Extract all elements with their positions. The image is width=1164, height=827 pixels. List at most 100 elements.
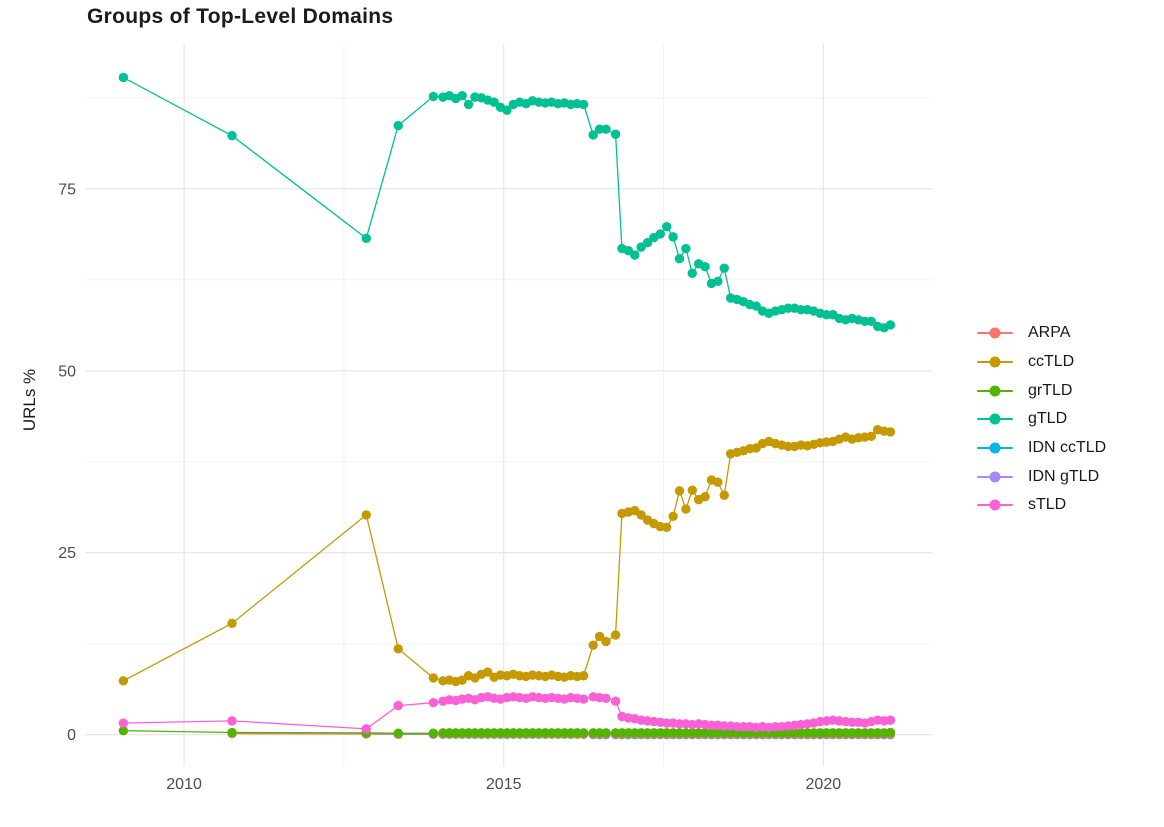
data-point [885,715,896,725]
data-point [118,676,129,686]
data-point [700,262,710,272]
data-point [713,276,723,286]
axis-tick-labels: 2010 2015 2020 0 25 50 75 [58,181,841,793]
data-point [668,232,678,242]
data-point [428,697,439,708]
data-point [227,618,237,629]
data-point [227,131,237,141]
data-point [361,724,371,734]
legend-label: ccTLD [1028,353,1075,371]
chart-title: Groups of Top-Level Domains [87,5,394,28]
data-point [885,320,896,330]
data-point [578,694,589,704]
series-sTLD [118,692,896,734]
data-point [642,237,653,248]
data-point [588,640,598,650]
data-point [227,727,237,738]
legend-key-icon [977,441,1013,455]
data-point [885,727,896,738]
legend-key-icon [977,470,1013,484]
data-point [674,254,685,264]
data-point [393,728,403,738]
data-point [227,716,237,726]
legend-item-gTLD: gTLD [977,405,1106,434]
data-point [463,99,474,110]
legend-item-sTLD: sTLD [977,491,1106,520]
data-point [681,243,691,254]
y-tick-label: 0 [67,727,76,744]
data-point [662,522,672,532]
data-point [118,72,129,83]
gridlines [85,44,932,766]
legend-item-IDN-ccTLD: IDN ccTLD [977,434,1106,463]
data-point [655,229,666,239]
x-tick-label: 2015 [486,776,522,793]
legend-label: sTLD [1028,496,1067,514]
series-line [123,76,891,329]
y-tick-label: 50 [58,363,76,380]
data-point [393,644,403,654]
data-point [483,667,493,677]
legend-label: IDN gTLD [1028,467,1100,485]
data-point [578,671,589,681]
series-ccTLD [118,425,896,687]
data-point [687,485,697,495]
legend-dot-swatch [989,499,1001,511]
y-tick-label: 25 [58,545,76,562]
data-point [601,728,611,738]
legend-item-grTLD: grTLD [977,376,1106,405]
data-point [662,221,672,232]
data-point [428,673,439,683]
data-point [630,250,640,260]
data-point [393,700,403,711]
series-gTLD [118,72,896,333]
data-point [601,124,611,134]
legend-dot-swatch [989,442,1001,454]
legend-label: IDN ccTLD [1028,439,1107,457]
legend: ARPA ccTLD grTLD gTLD IDN ccTLD IDN gTLD sTLD [977,319,1106,520]
data-point [428,728,439,738]
legend-dot-swatch [989,327,1001,339]
data-point [578,728,589,738]
data-point [751,301,761,311]
legend-dot-swatch [989,413,1001,425]
data-point [601,636,611,647]
legend-label: gTLD [1028,410,1068,428]
data-point [687,268,697,278]
series-grTLD [118,726,896,738]
x-tick-label: 2020 [806,776,842,793]
data-point [700,492,710,502]
data-point [674,486,685,496]
data-point [457,90,467,101]
data-point [588,130,598,140]
data-point [594,631,605,642]
data-point [393,120,403,131]
y-tick-label: 75 [58,181,76,198]
data-point [118,726,129,736]
legend-dot-swatch [989,356,1001,368]
data-point [610,696,621,706]
legend-label: grTLD [1028,381,1073,399]
data-point [489,97,499,107]
x-tick-label: 2010 [166,776,202,793]
legend-key-icon [977,384,1013,398]
data-point [719,490,729,500]
legend-key-icon [977,412,1013,426]
data-point [578,99,589,110]
data-point [502,105,512,115]
data-point [118,718,129,728]
legend-key-icon [977,498,1013,512]
data-point [601,693,611,704]
legend-item-ccTLD: ccTLD [977,348,1106,377]
data-point [610,630,621,640]
data-point [719,263,729,273]
legend-item-ARPA: ARPA [977,319,1106,348]
legend-dot-swatch [989,471,1001,483]
legend-key-icon [977,326,1013,340]
data-point [361,233,371,244]
data-point [610,129,621,139]
legend-dot-swatch [989,385,1001,397]
data-point [681,504,691,514]
